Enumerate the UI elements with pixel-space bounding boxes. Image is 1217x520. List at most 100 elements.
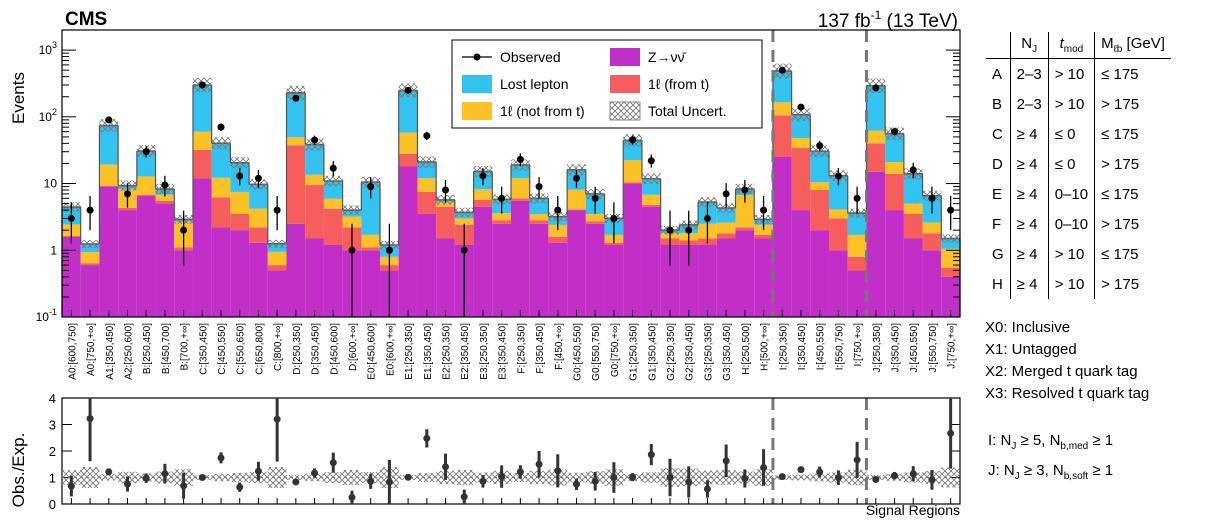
- bar-fromt-38: [772, 115, 792, 157]
- bar-fromt-5: [155, 200, 175, 204]
- ratio-uncert-27: [567, 472, 586, 483]
- obs-point-10: [254, 174, 262, 182]
- y-axis-label: Events: [9, 72, 28, 124]
- ratio-point-15: [348, 493, 356, 501]
- bar-z-26: [548, 242, 568, 317]
- ratio-point-25: [535, 460, 543, 468]
- bar-notfromt-28: [585, 213, 605, 222]
- def-cell: 0–10: [1048, 209, 1096, 239]
- x-label-10: C:[650,800]: [254, 323, 265, 375]
- bar-z-32: [660, 244, 680, 317]
- obs-point-27: [572, 174, 580, 182]
- obs-point-0: [67, 214, 75, 222]
- obs-point-18: [404, 86, 412, 94]
- bar-z-2: [99, 186, 119, 317]
- bar-z-1: [80, 265, 100, 317]
- ratio-point-7: [198, 474, 206, 481]
- ratio-point-19: [423, 434, 431, 442]
- bar-z-19: [417, 213, 437, 317]
- bar-z-43: [866, 171, 886, 317]
- uncert-band-2: [99, 119, 119, 132]
- bar-z-45: [903, 238, 923, 317]
- tag-def-2: X2: Merged t quark tag: [985, 363, 1138, 380]
- bar-notfromt-42: [847, 234, 867, 257]
- ratio-point-13: [311, 469, 319, 477]
- legend-swatch-4: [462, 102, 492, 120]
- x-label-12: D:[250,350]: [292, 323, 303, 375]
- ratio-ytick-label-1: 1: [49, 471, 56, 486]
- x-label-14: D:[450,600]: [329, 323, 340, 375]
- bar-fromt-3: [118, 208, 137, 211]
- bar-z-3: [118, 210, 137, 317]
- ratio-point-27: [572, 480, 580, 488]
- x-label-31: G1:[350,450]: [647, 323, 658, 381]
- obs-point-17: [385, 246, 393, 254]
- bar-lostlepton-10: [249, 184, 268, 209]
- x-label-18: E1:[250,350]: [404, 323, 415, 380]
- bar-lostlepton-1: [80, 244, 100, 253]
- ratio-uncert-31: [641, 472, 661, 483]
- obs-point-38: [778, 66, 786, 74]
- x-label-46: J:[550,750]: [928, 323, 939, 373]
- bar-fromt-22: [473, 199, 493, 207]
- ratio-point-46: [928, 476, 936, 484]
- ratio-point-29: [610, 474, 618, 481]
- main-plot: 10-1 1 10 102 103: [36, 29, 961, 504]
- obs-point-30: [629, 136, 637, 144]
- bar-notfromt-18: [398, 132, 418, 154]
- legend-label-4: 1ℓ (not from t): [500, 103, 585, 119]
- tag-def-0: X0: Inclusive: [985, 319, 1071, 336]
- obs-point-31: [647, 157, 655, 165]
- bar-fromt-10: [249, 227, 268, 243]
- bar-fromt-47: [941, 267, 960, 277]
- x-label-5: B:[450,700]: [161, 323, 172, 374]
- x-label-36: H:[250,500]: [741, 323, 752, 375]
- legend-swatch-2: [462, 75, 492, 93]
- bar-fromt-37: [754, 234, 773, 239]
- bar-notfromt-13: [305, 174, 324, 186]
- bar-z-5: [155, 203, 175, 317]
- tag-definitions: X0: Inclusive X1: Untagged X2: Merged t …: [985, 317, 1149, 405]
- obs-point-42: [853, 194, 861, 202]
- ratio-uncert-9: [230, 473, 250, 482]
- bar-z-16: [361, 250, 381, 317]
- bar-z-11: [267, 270, 287, 317]
- bar-z-47: [941, 276, 960, 317]
- ratio-uncert-14: [323, 472, 343, 483]
- legend-box: [451, 39, 763, 129]
- uncert-band-8: [211, 137, 231, 150]
- bar-notfromt-36: [735, 195, 755, 228]
- def-row-H: H ≥ 4 > 10 > 175: [986, 269, 1171, 299]
- legend-label-2: Lost lepton: [500, 76, 569, 92]
- x-axis-label: Signal Regions: [866, 502, 960, 518]
- bar-z-10: [249, 242, 268, 317]
- bar-notfromt-5: [155, 194, 175, 201]
- bar-fromt-25: [529, 220, 549, 224]
- bar-fromt-2: [99, 185, 119, 187]
- x-label-39: I:[350,450]: [797, 323, 808, 370]
- bar-notfromt-23: [492, 213, 511, 221]
- def-cell: ≤ 175: [1101, 245, 1139, 263]
- bar-fromt-45: [903, 213, 923, 239]
- ratio-point-26: [554, 467, 562, 475]
- uncert-band-19: [417, 156, 437, 168]
- bar-notfromt-40: [810, 182, 830, 191]
- uncert-band-11: [267, 239, 287, 248]
- obs-point-2: [105, 116, 113, 124]
- x-label-19: E1:[350,450]: [423, 323, 434, 380]
- ratio-point-37: [760, 463, 768, 471]
- x-label-3: A2:[250,600]: [123, 323, 134, 380]
- def-cell: F: [986, 209, 1011, 239]
- x-label-21: E2:[350,450]: [460, 323, 471, 380]
- ratio-uncert-47: [941, 467, 960, 488]
- x-label-27: G0:[450,550]: [572, 323, 583, 381]
- ratio-point-16: [367, 477, 375, 485]
- ratio-uncert-21: [454, 469, 474, 486]
- ratio-point-17: [385, 478, 393, 486]
- def-row-D: D ≥ 4 ≤ 0 > 175: [986, 149, 1171, 179]
- uncert-band-21: [454, 207, 474, 217]
- bar-lostlepton-45: [903, 173, 923, 204]
- def-cell: 0–10: [1048, 179, 1096, 209]
- def-cell: > 10: [1048, 58, 1096, 89]
